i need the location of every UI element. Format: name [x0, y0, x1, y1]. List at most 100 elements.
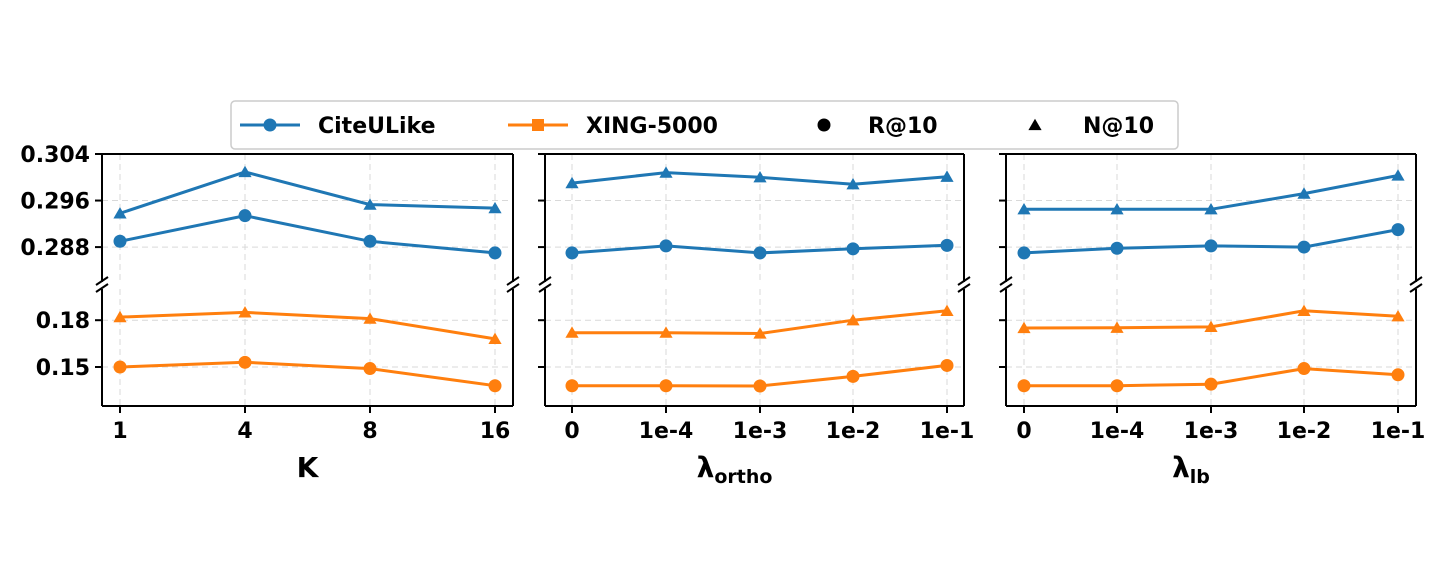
grid-lines	[545, 153, 964, 406]
break-mark	[1409, 283, 1423, 293]
data-point	[1110, 321, 1124, 333]
legend-box	[230, 100, 1179, 150]
series-xing-5000-n10	[565, 304, 954, 339]
series-xing-5000-r10	[1017, 362, 1405, 393]
data-point	[1204, 203, 1218, 215]
series-citeulike-n10	[113, 165, 502, 219]
legend-label: CiteULike	[318, 114, 436, 139]
legend-entry-citeulike: CiteULike	[240, 114, 436, 139]
series-line	[119, 170, 496, 215]
data-point	[940, 238, 954, 252]
legend-entry-r-10: R@10	[817, 114, 938, 139]
data-point	[940, 170, 954, 182]
data-point	[565, 379, 579, 393]
data-point	[1017, 246, 1031, 260]
data-point	[940, 304, 954, 316]
data-point	[488, 332, 502, 345]
legend-marker	[1028, 118, 1042, 131]
data-point	[846, 313, 860, 326]
x-axis-label: λortho	[697, 451, 773, 488]
break-mark	[957, 283, 971, 293]
data-point	[1204, 377, 1218, 391]
data-point	[659, 239, 673, 253]
data-point	[363, 312, 377, 324]
data-point	[1110, 241, 1124, 255]
data-point	[238, 209, 252, 223]
legend-label: R@10	[868, 114, 938, 139]
x-tick-label: 1e-3	[1184, 419, 1239, 444]
grid-lines	[102, 153, 513, 406]
y-ticks	[538, 153, 545, 368]
x-tick-label: 1e-2	[1277, 419, 1332, 444]
data-point	[1297, 187, 1311, 199]
series-citeulike-n10	[1017, 169, 1405, 215]
y-tick-label: 0.15	[36, 356, 90, 381]
y-ticks: 0.288 0.296 0.304 0.15 0.18	[20, 143, 102, 381]
x-tick-label: 1e-2	[826, 419, 881, 444]
data-point	[659, 379, 673, 393]
data-point	[363, 234, 377, 248]
break-mark	[506, 276, 520, 286]
y-tick-label: 0.304	[20, 143, 90, 168]
series-xing-5000-n10	[113, 306, 502, 345]
data-point	[113, 234, 127, 248]
data-point	[940, 358, 954, 372]
x-ticks: 0 1e-4 1e-3 1e-2 1e-1	[1016, 406, 1425, 444]
series-xing-5000-r10	[113, 355, 502, 393]
data-point	[846, 242, 860, 256]
data-point	[488, 201, 502, 214]
data-point	[1204, 320, 1218, 333]
x-tick-label: 1e-4	[639, 419, 694, 444]
break-mark	[999, 276, 1013, 286]
data-point	[659, 326, 673, 338]
grid-lines	[1006, 153, 1416, 406]
x-tick-label: 0	[564, 419, 579, 444]
data-point	[113, 207, 127, 219]
series-citeulike-n10	[565, 166, 954, 190]
data-point	[238, 306, 252, 318]
data-point	[1297, 240, 1311, 254]
legend-marker	[263, 118, 277, 132]
panels: 0.288 0.296 0.304 0.15 0.18 1 4 8 16 K 0 1e-4 1e-3 1e…	[20, 143, 1425, 488]
data-point	[846, 177, 860, 190]
data-point	[659, 166, 673, 178]
legend-entry-n-10: N@10	[1028, 114, 1154, 139]
y-tick-label: 0.288	[20, 236, 90, 261]
break-mark	[95, 276, 109, 286]
data-point	[1297, 362, 1311, 376]
data-point	[238, 355, 252, 369]
axes-frame	[538, 153, 971, 407]
series-line	[119, 310, 496, 341]
break-mark	[538, 276, 552, 286]
series-citeulike-r10	[565, 238, 954, 260]
x-tick-label: 8	[362, 419, 377, 444]
x-tick-label: 1e-1	[1371, 419, 1426, 444]
x-tick-label: 1e-4	[1090, 419, 1145, 444]
data-point	[565, 176, 579, 189]
data-point	[1391, 169, 1405, 181]
data-point	[488, 379, 502, 393]
axes-frame	[95, 153, 520, 407]
series-citeulike-r10	[1017, 223, 1405, 260]
data-point	[113, 310, 127, 323]
data-point	[1017, 321, 1031, 334]
series-line	[119, 360, 496, 388]
data-point	[565, 246, 579, 260]
legend-marker	[817, 118, 831, 132]
x-tick-label: 1	[112, 419, 127, 444]
data-point	[363, 198, 377, 210]
y-tick-label: 0.296	[20, 190, 90, 215]
data-point	[846, 369, 860, 383]
legend-marker	[532, 119, 544, 131]
data-point	[753, 246, 767, 260]
data-point	[753, 379, 767, 393]
x-tick-label: 4	[237, 419, 252, 444]
data-point	[363, 362, 377, 376]
series-xing-5000-r10	[565, 358, 954, 393]
x-ticks: 1 4 8 16	[112, 406, 510, 444]
break-mark	[538, 283, 552, 293]
break-mark	[957, 276, 971, 286]
data-point	[1391, 310, 1405, 322]
legend-label: XING-5000	[586, 114, 718, 139]
